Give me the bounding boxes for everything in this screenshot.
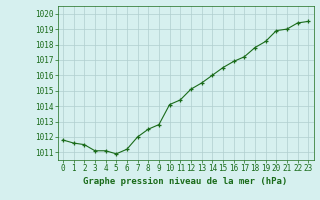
X-axis label: Graphe pression niveau de la mer (hPa): Graphe pression niveau de la mer (hPa) [84,177,288,186]
